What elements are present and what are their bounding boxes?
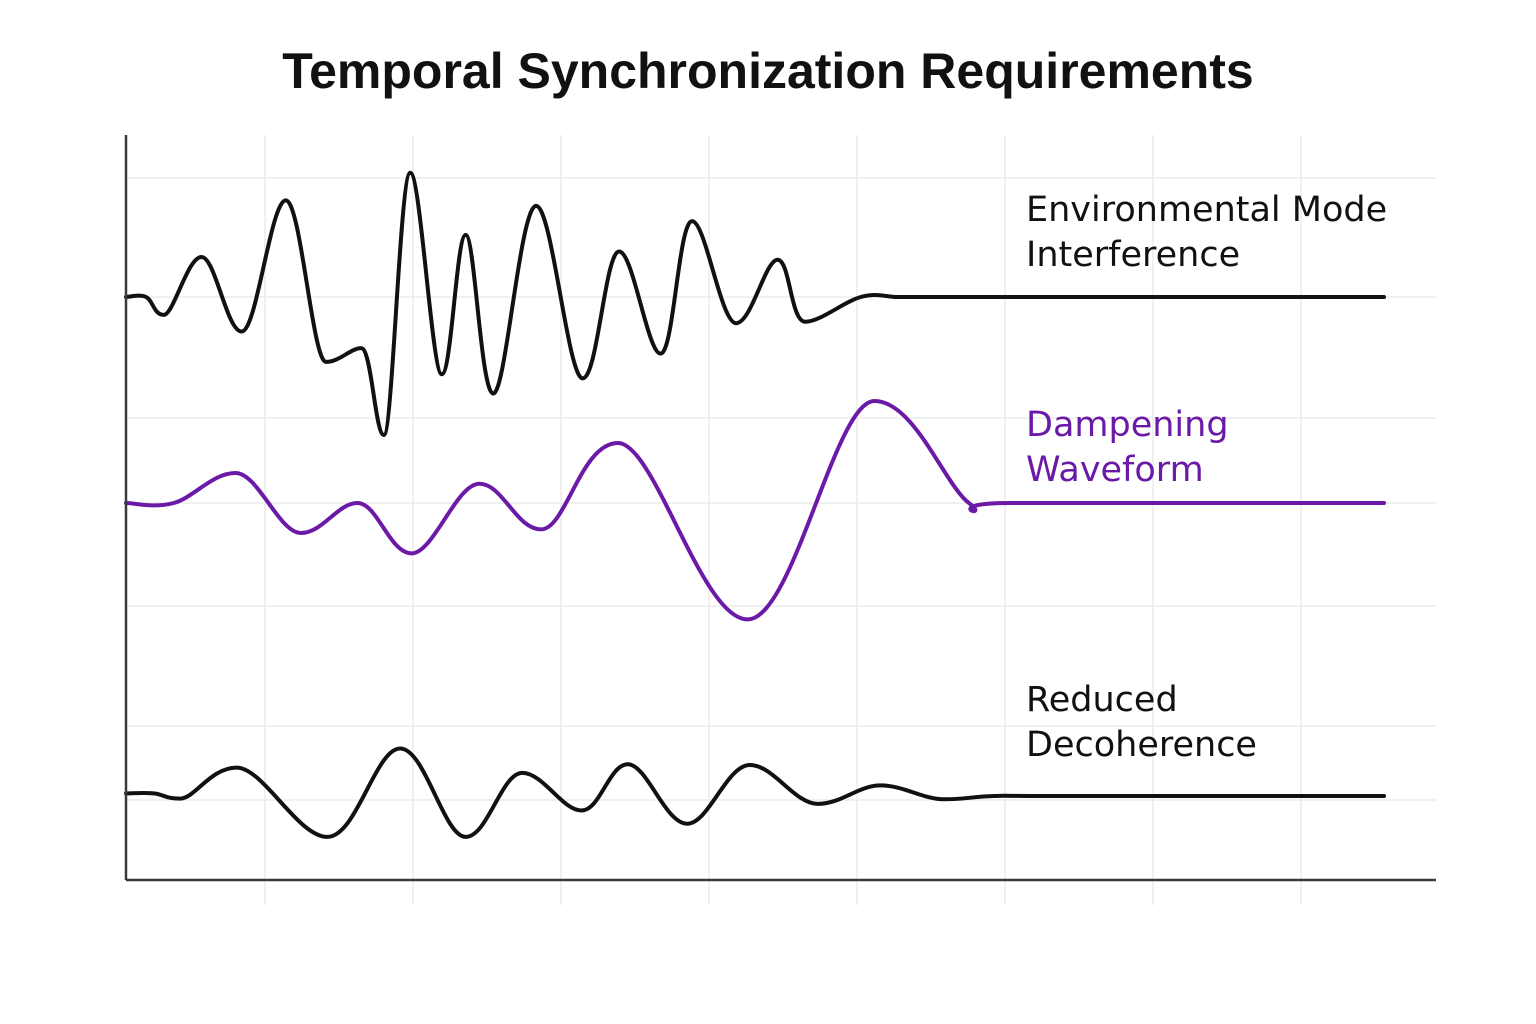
series-group: [124, 170, 1386, 839]
series-line-2: [124, 399, 1386, 622]
series-labels: Environmental Mode Interference Dampening W…: [1026, 190, 1387, 765]
series-line-3: [124, 746, 1386, 839]
series-label-1-line-1: Environmental Mode: [1026, 190, 1387, 230]
chart-title: Temporal Synchronization Requirements: [282, 43, 1254, 99]
series-label-3-line-1: Reduced: [1026, 680, 1178, 720]
series-label-3-line-2: Decoherence: [1026, 725, 1257, 765]
series-label-2-line-1: Dampening: [1026, 405, 1229, 445]
series-label-2-line-2: Waveform: [1026, 450, 1204, 490]
series-label-1-line-2: Interference: [1026, 235, 1240, 275]
series-line-1: [124, 170, 1386, 437]
